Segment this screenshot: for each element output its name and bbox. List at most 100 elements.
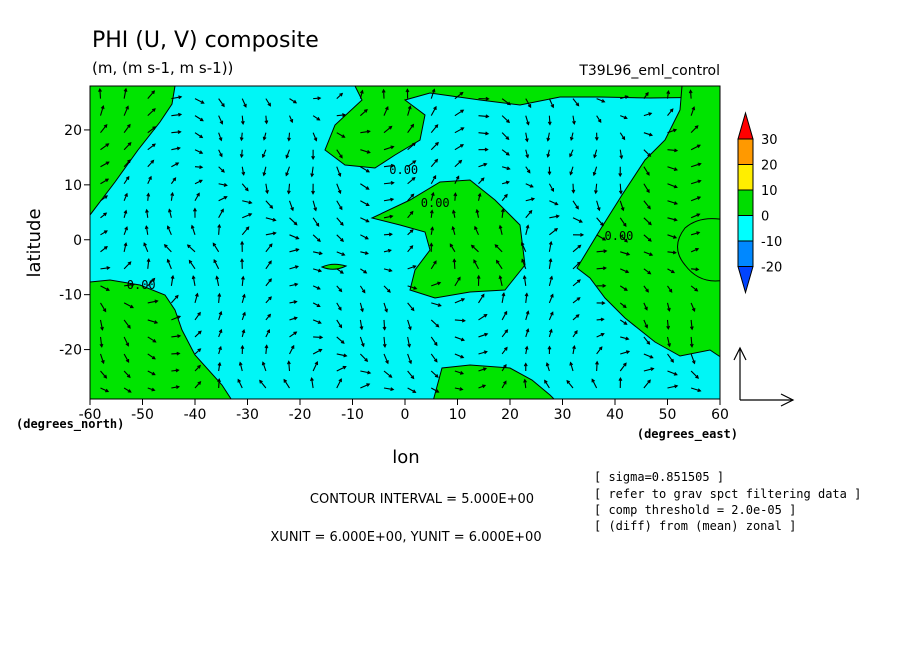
wind-vector: [186, 244, 196, 253]
contour-label: 0.00: [389, 163, 418, 177]
wind-vector: [643, 319, 649, 329]
wind-vector: [336, 132, 346, 138]
wind-vector: [99, 336, 104, 348]
x-tick-label: -20: [289, 407, 312, 423]
wind-vector: [618, 376, 623, 389]
x-tick-label: 30: [554, 407, 572, 423]
wind-vector: [689, 336, 694, 348]
wind-vector: [547, 115, 552, 126]
wind-vector: [478, 350, 488, 355]
wind-vector: [478, 131, 490, 136]
wind-vector: [359, 89, 364, 99]
wind-vector: [475, 208, 480, 218]
wind-vector: [449, 243, 456, 253]
wind-vector: [619, 302, 627, 309]
wind-vector: [667, 353, 674, 363]
wind-vector: [383, 106, 389, 116]
contour-label: 0.00: [605, 229, 634, 243]
wind-vector: [478, 147, 489, 152]
wind-vector: [312, 361, 319, 372]
wind-vector: [690, 247, 700, 253]
wind-vector: [430, 336, 438, 347]
wind-vector: [454, 159, 463, 168]
wind-vector: [643, 379, 651, 389]
wind-vector: [690, 125, 699, 134]
wind-vector: [262, 166, 267, 177]
wind-vector: [454, 318, 466, 323]
wind-vector: [667, 200, 679, 205]
wind-vector: [407, 229, 414, 236]
wind-vector: [147, 299, 159, 304]
wind-vector: [240, 240, 245, 252]
wind-vector: [690, 387, 702, 393]
wind-vector: [548, 293, 554, 304]
wind-vector: [498, 275, 503, 287]
wind-vector: [572, 200, 579, 210]
wind-vector: [336, 183, 342, 195]
wind-vector: [643, 285, 649, 293]
wind-vector-field: [98, 87, 702, 393]
wind-vector: [123, 226, 128, 236]
x-tick-label: 0: [401, 407, 410, 423]
wind-vector: [239, 132, 244, 142]
wind-vector: [407, 160, 417, 168]
wind-vector: [690, 231, 701, 236]
wind-vector: [454, 276, 461, 287]
wind-vector: [123, 242, 128, 252]
wind-vector: [666, 90, 671, 99]
wind-vector: [643, 166, 650, 176]
wind-vector: [336, 336, 345, 344]
wind-vector: [525, 115, 530, 126]
wind-vector: [166, 225, 172, 236]
wind-vector: [383, 285, 391, 293]
wind-vector: [171, 146, 181, 151]
wind-vector: [241, 311, 246, 321]
y-tick-label: -10: [59, 288, 82, 304]
wind-vector: [643, 302, 648, 311]
wind-vector: [265, 313, 272, 321]
wind-vector: [163, 244, 172, 253]
wind-vector: [501, 193, 508, 202]
wind-vector: [170, 294, 179, 304]
wind-vector: [451, 225, 456, 235]
wind-vector: [265, 217, 277, 222]
wind-vector: [360, 200, 370, 206]
wind-vector: [241, 275, 245, 286]
wind-vector: [643, 132, 654, 137]
wind-vector: [259, 379, 267, 389]
wind-vector: [521, 258, 527, 270]
wind-vector: [667, 370, 678, 376]
wind-vector: [596, 249, 608, 254]
wind-vector: [430, 141, 439, 151]
wind-vector: [666, 319, 671, 330]
wind-vector: [381, 88, 386, 99]
wind-vector: [498, 224, 503, 235]
y-tick-label: 10: [64, 178, 82, 194]
wind-vector: [666, 336, 671, 348]
wind-vector: [405, 88, 410, 99]
wind-vector: [147, 370, 156, 376]
wind-vector: [100, 178, 110, 185]
wind-vector: [431, 281, 442, 287]
wind-vector: [596, 266, 607, 271]
wind-vector: [451, 209, 456, 218]
wind-vector: [171, 368, 180, 373]
wind-vector: [171, 162, 180, 168]
wind-vector: [569, 361, 574, 372]
wind-vector: [218, 98, 225, 108]
wind-vector: [430, 387, 440, 393]
wind-vector: [477, 192, 482, 201]
wind-vector: [478, 332, 489, 338]
wind-vector: [478, 114, 490, 119]
wind-vector: [194, 292, 199, 304]
wind-vector: [100, 123, 108, 134]
wind-vector: [430, 124, 439, 134]
wind-vector: [500, 208, 505, 218]
wind-vector: [666, 302, 671, 312]
wind-vector: [407, 210, 414, 219]
wind-vector: [360, 166, 370, 173]
wind-vector: [478, 293, 485, 304]
y-axis-title: latitude: [24, 208, 45, 277]
wind-vector: [643, 112, 653, 117]
